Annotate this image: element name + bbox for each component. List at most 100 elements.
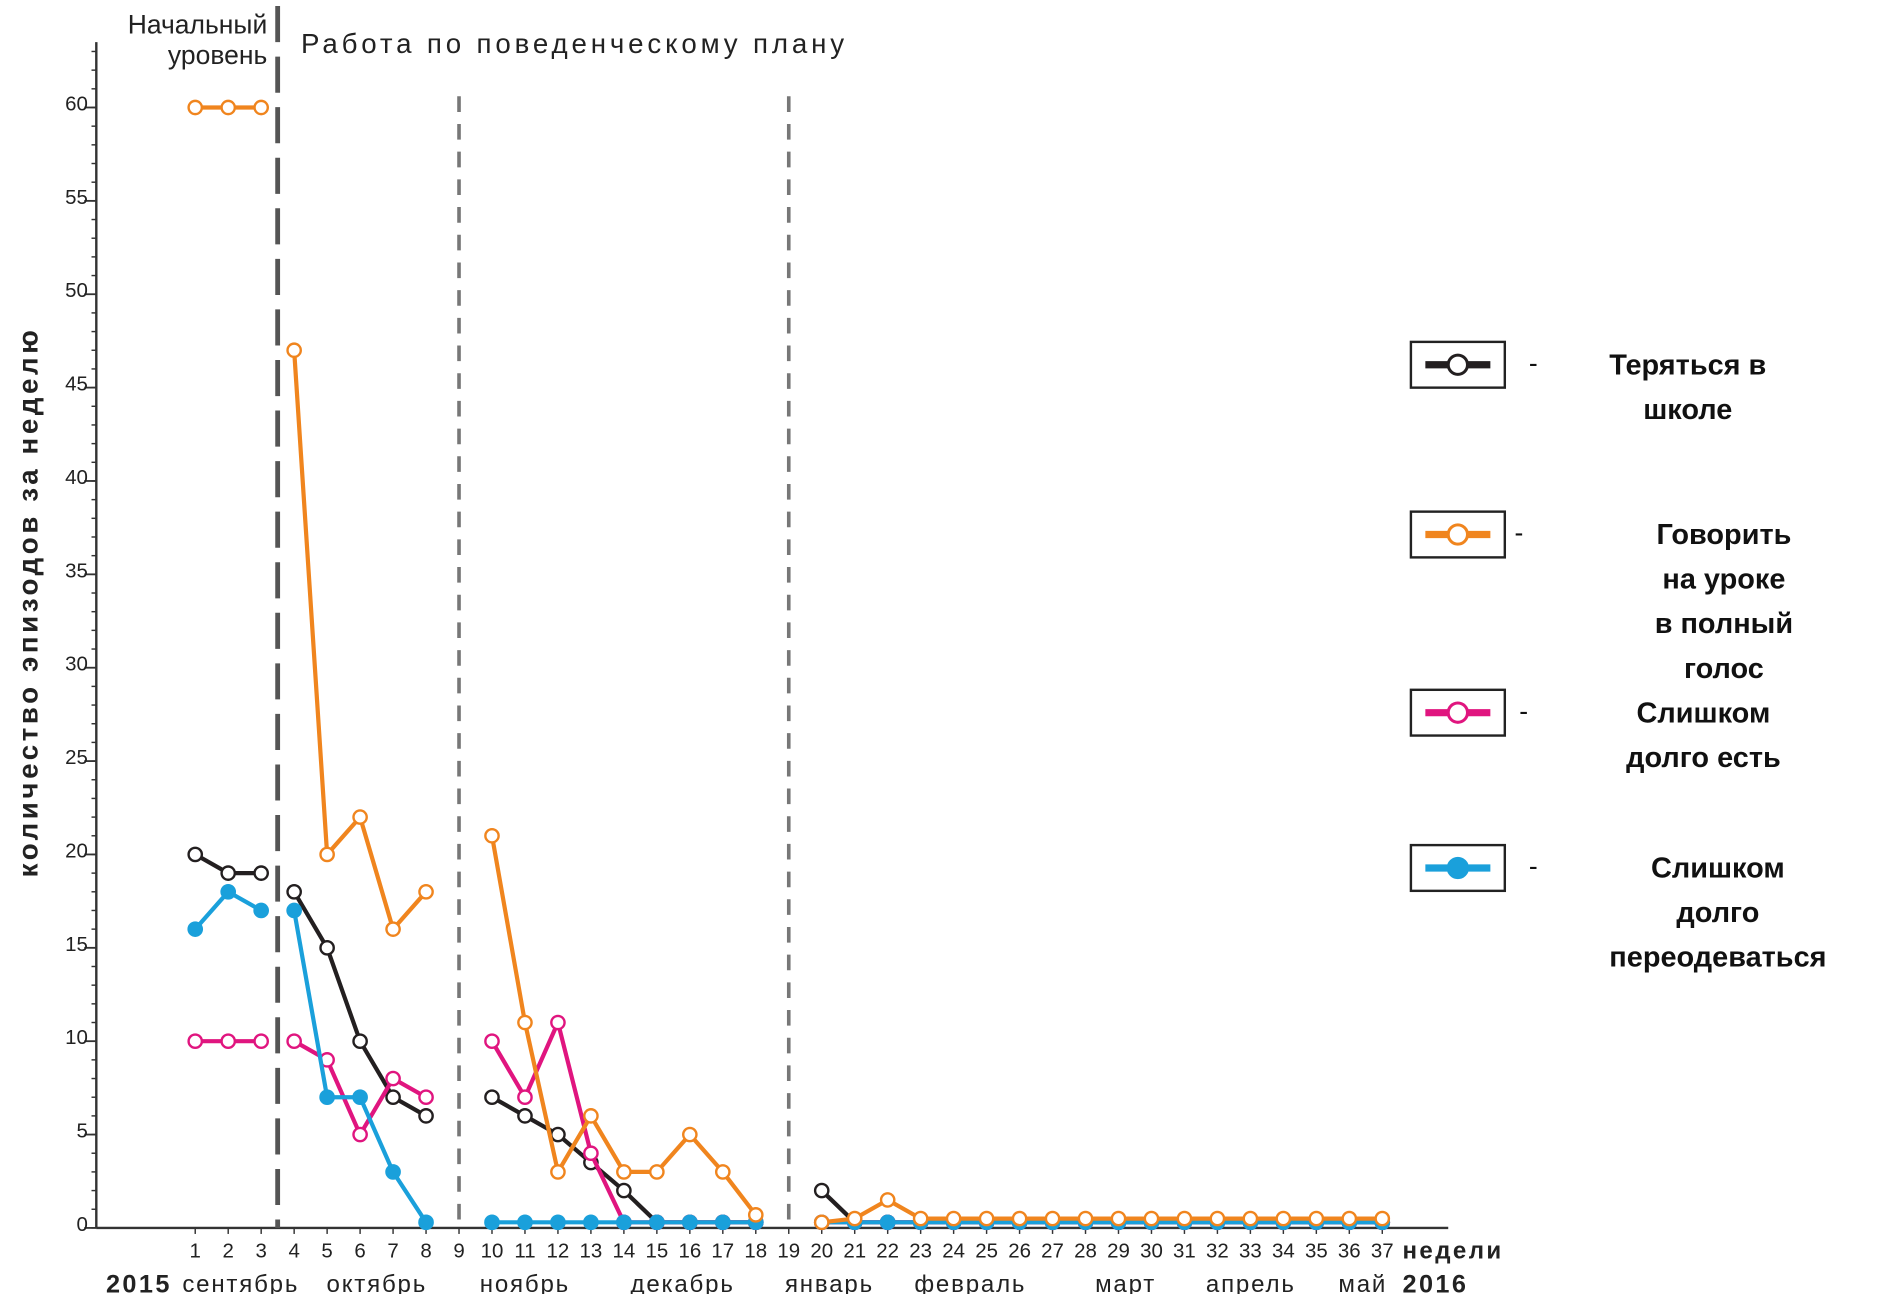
data-point bbox=[649, 1214, 665, 1231]
data-point bbox=[319, 846, 335, 863]
x-axis-unit: недели bbox=[1402, 1237, 1503, 1264]
data-point bbox=[286, 1033, 302, 1050]
x-tick-label: 6 bbox=[354, 1239, 365, 1262]
year-label: 2016 bbox=[1402, 1270, 1468, 1294]
legend-marker bbox=[1446, 353, 1469, 376]
data-point bbox=[220, 865, 237, 881]
series-line bbox=[292, 910, 428, 1224]
x-tick-label: 3 bbox=[255, 1239, 266, 1262]
data-point bbox=[714, 1164, 731, 1180]
data-point bbox=[352, 1033, 368, 1050]
x-tick-label: 29 bbox=[1107, 1239, 1130, 1262]
data-point bbox=[517, 1014, 533, 1031]
data-point bbox=[583, 1145, 599, 1162]
data-point bbox=[187, 99, 204, 116]
baseline-annotation: Начальный уровень bbox=[127, 9, 268, 70]
x-tick-label: 25 bbox=[975, 1239, 998, 1262]
data-point bbox=[352, 1089, 368, 1106]
x-tick-label: 34 bbox=[1272, 1239, 1295, 1262]
y-tick-label: 50 bbox=[65, 279, 88, 302]
data-point bbox=[187, 1033, 204, 1050]
legend-marker bbox=[1446, 701, 1469, 724]
legend-marker bbox=[1446, 856, 1469, 880]
data-point bbox=[1143, 1210, 1160, 1227]
month-label: ноябрь bbox=[480, 1271, 570, 1294]
x-tick-label: 20 bbox=[810, 1239, 833, 1262]
legend-label: Слишком долго есть bbox=[1626, 697, 1781, 775]
data-point bbox=[945, 1210, 962, 1227]
x-tick-label: 12 bbox=[547, 1239, 570, 1262]
data-point bbox=[1275, 1210, 1292, 1227]
data-point bbox=[220, 99, 237, 116]
legend-dash: - bbox=[1528, 347, 1538, 379]
data-point bbox=[385, 921, 401, 937]
data-point bbox=[583, 1108, 599, 1124]
x-tick-label: 15 bbox=[645, 1239, 668, 1262]
data-point bbox=[846, 1210, 863, 1227]
x-tick-label: 19 bbox=[777, 1239, 800, 1262]
y-tick-label: 60 bbox=[65, 92, 88, 115]
y-tick-label: 15 bbox=[65, 933, 88, 956]
data-point bbox=[385, 1070, 401, 1087]
data-point bbox=[286, 883, 302, 900]
x-tick-label: 21 bbox=[843, 1239, 866, 1262]
month-label: апрель bbox=[1206, 1271, 1296, 1294]
data-point bbox=[1044, 1210, 1061, 1227]
x-tick-label: 37 bbox=[1371, 1239, 1394, 1262]
y-tick-label: 30 bbox=[65, 653, 88, 676]
x-tick-label: 5 bbox=[321, 1239, 332, 1262]
x-tick-label: 10 bbox=[481, 1239, 504, 1262]
y-tick-label: 45 bbox=[65, 373, 88, 396]
data-point bbox=[978, 1210, 995, 1227]
data-point bbox=[813, 1214, 830, 1231]
data-point bbox=[649, 1164, 665, 1180]
x-tick-label: 35 bbox=[1305, 1239, 1328, 1262]
data-point bbox=[286, 342, 302, 359]
x-tick-label: 36 bbox=[1338, 1239, 1361, 1262]
y-tick-label: 35 bbox=[65, 559, 88, 582]
x-tick-label: 23 bbox=[909, 1239, 932, 1262]
series-line bbox=[293, 1039, 428, 1137]
data-point bbox=[1077, 1210, 1094, 1227]
x-tick-label: 11 bbox=[514, 1239, 535, 1262]
data-point bbox=[517, 1089, 533, 1106]
phase-annotation: Работа по поведенческому плану bbox=[301, 28, 848, 59]
data-point bbox=[714, 1214, 731, 1231]
data-point bbox=[550, 1014, 566, 1031]
data-point bbox=[385, 1164, 401, 1180]
x-tick-label: 26 bbox=[1008, 1239, 1031, 1262]
data-point bbox=[220, 1033, 237, 1050]
legend-label: Теряться в школе bbox=[1609, 349, 1767, 427]
data-point bbox=[1176, 1210, 1193, 1227]
data-point bbox=[187, 921, 204, 937]
data-point bbox=[682, 1126, 698, 1143]
data-point bbox=[418, 883, 434, 900]
data-point bbox=[319, 1089, 335, 1106]
data-point bbox=[385, 1089, 401, 1106]
data-point bbox=[319, 939, 335, 956]
month-label: май bbox=[1338, 1271, 1387, 1294]
x-tick-label: 8 bbox=[420, 1239, 431, 1262]
y-tick-label: 0 bbox=[76, 1213, 87, 1236]
y-tick-label: 20 bbox=[65, 839, 88, 862]
data-point bbox=[682, 1214, 698, 1231]
data-point bbox=[616, 1182, 632, 1199]
y-tick-label: 10 bbox=[65, 1026, 88, 1049]
data-point bbox=[747, 1207, 764, 1223]
x-tick-label: 33 bbox=[1239, 1239, 1262, 1262]
month-label: октябрь bbox=[327, 1271, 428, 1294]
data-point bbox=[286, 902, 302, 919]
month-label: январь bbox=[785, 1271, 874, 1294]
data-point bbox=[418, 1214, 434, 1231]
year-label: 2015 bbox=[106, 1270, 172, 1294]
x-tick-label: 30 bbox=[1140, 1239, 1163, 1262]
data-point bbox=[187, 846, 204, 863]
data-point bbox=[220, 883, 237, 900]
data-point bbox=[616, 1214, 632, 1231]
x-tick-label: 16 bbox=[678, 1239, 701, 1262]
x-tick-label: 9 bbox=[453, 1239, 464, 1262]
data-point bbox=[550, 1214, 566, 1231]
series-line bbox=[821, 1197, 1383, 1225]
